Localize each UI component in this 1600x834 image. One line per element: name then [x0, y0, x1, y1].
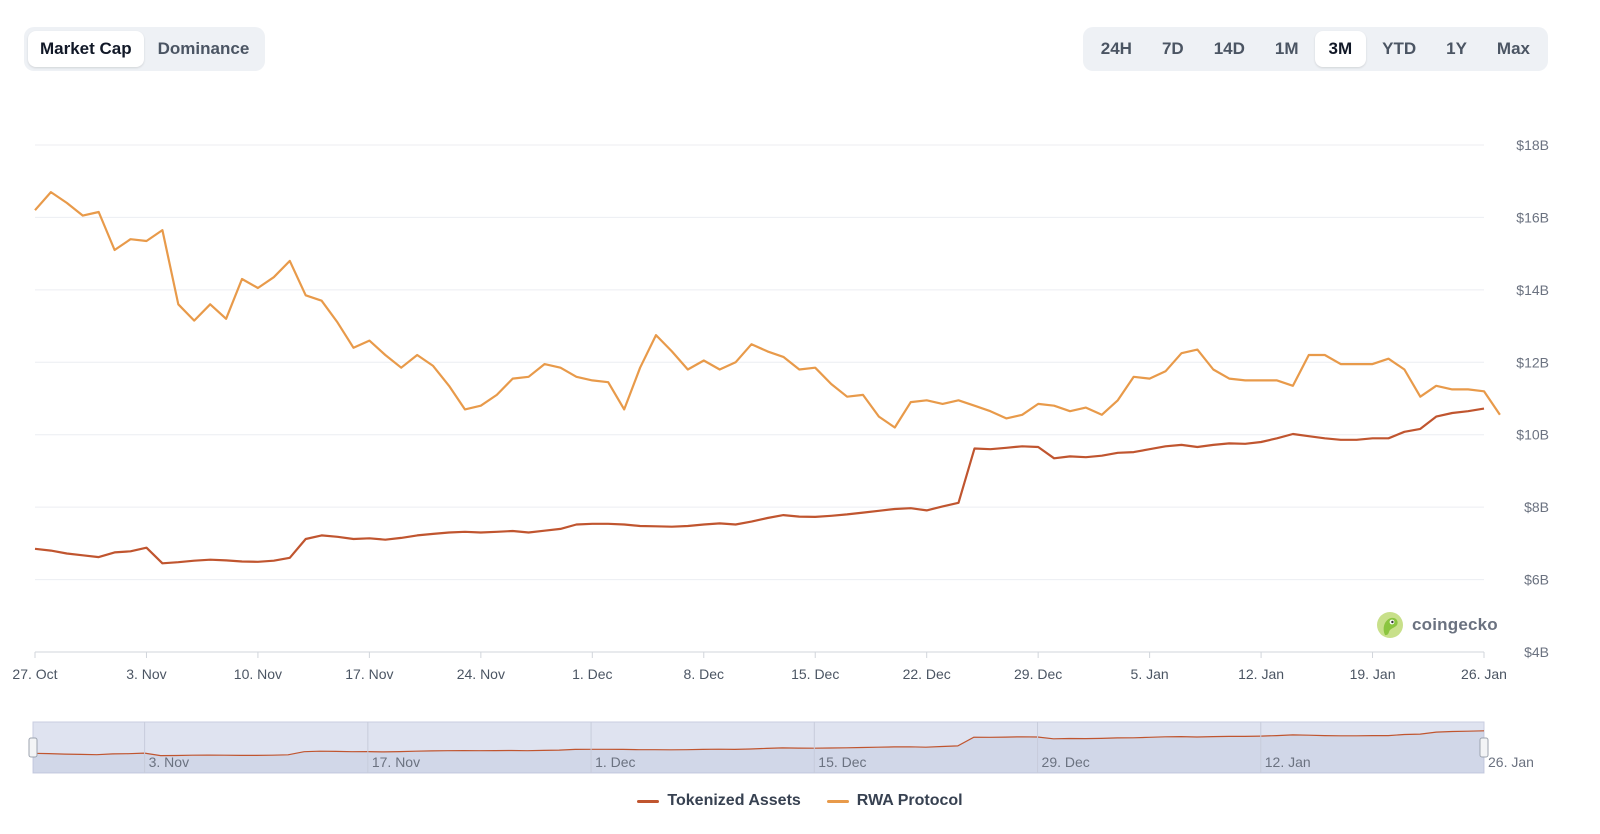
x-tick-label: 10. Nov: [234, 666, 282, 682]
series-line-tokenized-assets[interactable]: [34, 407, 1485, 565]
coingecko-logo-icon: [1377, 612, 1403, 638]
series-line-rwa-protocol[interactable]: [34, 191, 1501, 429]
time-range-toggle: 24H 7D 14D 1M 3M YTD 1Y Max: [1082, 27, 1548, 71]
navigator-tick-label: 15. Dec: [818, 754, 866, 770]
navigator-axis: 3. Nov 17. Nov 1. Dec 15. Dec 29. Dec 12. Jan…: [144, 722, 1534, 773]
x-tick-label: 19. Jan: [1350, 666, 1396, 682]
range-3m-button[interactable]: 3M: [1314, 31, 1367, 67]
range-7d-button[interactable]: 7D: [1161, 39, 1184, 58]
y-tick-label: $14B: [1516, 282, 1549, 298]
navigator-tick-label: 26. Jan: [1488, 754, 1534, 770]
y-tick-label: $6B: [1524, 572, 1549, 588]
legend-swatch: [826, 799, 849, 803]
range-ytd-button[interactable]: YTD: [1382, 39, 1417, 58]
x-tick-label: 26. Jan: [1461, 666, 1507, 682]
series-lines: [34, 191, 1501, 565]
y-tick-label: $16B: [1516, 209, 1549, 225]
range-navigator[interactable]: 3. Nov 17. Nov 1. Dec 15. Dec 29. Dec 12. Jan…: [28, 721, 1534, 774]
y-tick-label: $18B: [1516, 137, 1549, 153]
legend-swatch: [637, 799, 660, 803]
market-cap-tab[interactable]: Market Cap: [28, 31, 144, 67]
x-tick-label: 12. Jan: [1238, 666, 1284, 682]
y-tick-label: $8B: [1524, 499, 1549, 515]
navigator-line: [32, 730, 1485, 757]
y-tick-label: $10B: [1516, 427, 1549, 443]
navigator-tick-label: 3. Nov: [149, 754, 189, 770]
x-tick-label: 8. Dec: [684, 666, 724, 682]
legend-label: RWA Protocol: [856, 792, 963, 809]
watermark-text: coingecko: [1412, 615, 1498, 634]
metric-toggle: Market Cap Dominance: [24, 27, 266, 71]
navigator-window[interactable]: [32, 721, 1485, 774]
x-tick-label: 17. Nov: [345, 666, 393, 682]
navigator-tick-label: 1. Dec: [595, 754, 635, 770]
x-tick-label: 27. Oct: [12, 666, 57, 682]
range-24h-button[interactable]: 24H: [1100, 39, 1132, 58]
navigator-right-handle[interactable]: [1479, 737, 1489, 758]
grid-lines: [35, 144, 1484, 653]
legend: Tokenized Assets RWA Protocol: [0, 792, 1600, 810]
range-14d-button[interactable]: 14D: [1213, 39, 1245, 58]
y-tick-label: $4B: [1524, 644, 1549, 660]
range-1y-button[interactable]: 1Y: [1446, 39, 1467, 58]
coingecko-watermark: coingecko: [1376, 611, 1498, 639]
x-tick-label: 1. Dec: [572, 666, 612, 682]
x-tick-label: 15. Dec: [791, 666, 839, 682]
legend-item-rwa-protocol[interactable]: RWA Protocol: [826, 792, 963, 810]
legend-item-tokenized-assets[interactable]: Tokenized Assets: [637, 792, 801, 810]
x-tick-label: 24. Nov: [457, 666, 505, 682]
range-max-button[interactable]: Max: [1496, 39, 1530, 58]
x-tick-label: 3. Nov: [126, 666, 166, 682]
x-tick-label: 5. Jan: [1131, 666, 1169, 682]
navigator-left-handle[interactable]: [28, 737, 38, 758]
navigator-tick-label: 29. Dec: [1042, 754, 1090, 770]
navigator-tick-label: 12. Jan: [1265, 754, 1311, 770]
y-axis: $18B $16B $14B $12B $10B $8B $6B $4B: [1516, 137, 1549, 660]
x-tick-label: 22. Dec: [903, 666, 951, 682]
legend-label: Tokenized Assets: [667, 792, 801, 809]
x-axis: 27. Oct 3. Nov 10. Nov 17. Nov 24. Nov 1. Dec…: [12, 652, 1507, 682]
y-tick-label: $12B: [1516, 354, 1549, 370]
navigator-series: [32, 730, 1485, 773]
range-1m-button[interactable]: 1M: [1274, 39, 1299, 58]
navigator-tick-label: 17. Nov: [372, 754, 420, 770]
x-tick-label: 29. Dec: [1014, 666, 1062, 682]
dominance-tab[interactable]: Dominance: [157, 39, 250, 58]
navigator-area: [33, 730, 1484, 773]
